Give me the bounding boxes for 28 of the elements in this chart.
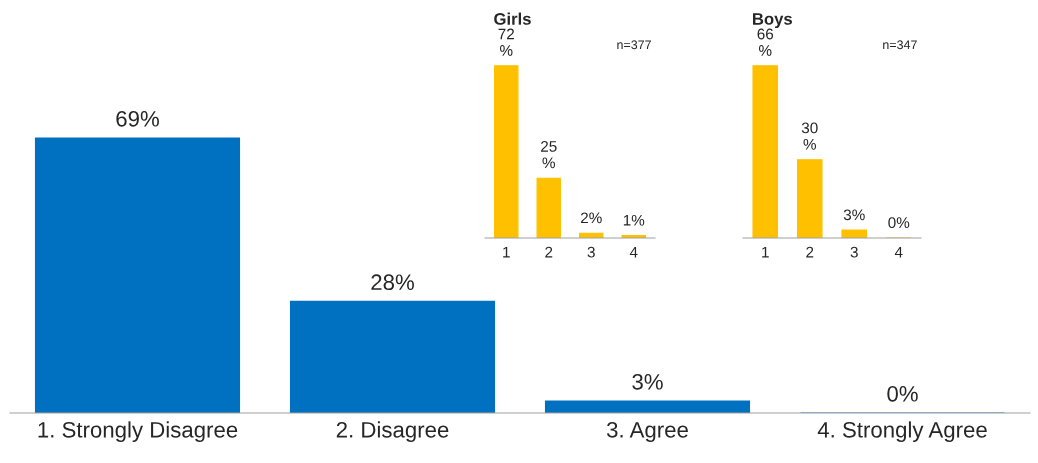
chart-title: Boys <box>753 13 792 29</box>
x-tick-label: 3 <box>850 246 858 258</box>
data-label: 3% <box>632 373 663 390</box>
data-label: 72 % <box>498 28 514 56</box>
data-label: 28% <box>371 274 414 291</box>
data-label: 66 % <box>757 28 774 56</box>
data-label: 2% <box>580 212 602 224</box>
data-label: 25 % <box>541 140 557 169</box>
x-tick-label: 1. Strongly Disagree <box>38 421 238 443</box>
x-tick-label: 3. Agree <box>606 421 688 443</box>
x-tick-label: 1 <box>762 246 769 258</box>
x-tick-label: 2. Disagree <box>336 421 449 443</box>
data-label: 3% <box>843 209 865 221</box>
x-tick-label: 3 <box>587 246 595 258</box>
x-tick-label: 1 <box>503 246 510 258</box>
x-tick-label: 2 <box>545 246 553 258</box>
data-label: 0% <box>887 385 918 402</box>
data-label: 0% <box>888 217 910 229</box>
text: n=347 <box>883 40 917 50</box>
data-label: 30 % <box>801 122 818 150</box>
x-tick-label: 4 <box>894 246 903 258</box>
x-tick-label: 4. Strongly Agree <box>817 421 987 443</box>
chart-title: Girls <box>494 12 531 25</box>
text: n=377 <box>617 40 651 50</box>
x-tick-label: 2 <box>806 246 814 258</box>
x-tick-label: 4 <box>629 246 638 258</box>
data-label: 1% <box>623 214 645 226</box>
data-label: 69% <box>116 110 159 127</box>
